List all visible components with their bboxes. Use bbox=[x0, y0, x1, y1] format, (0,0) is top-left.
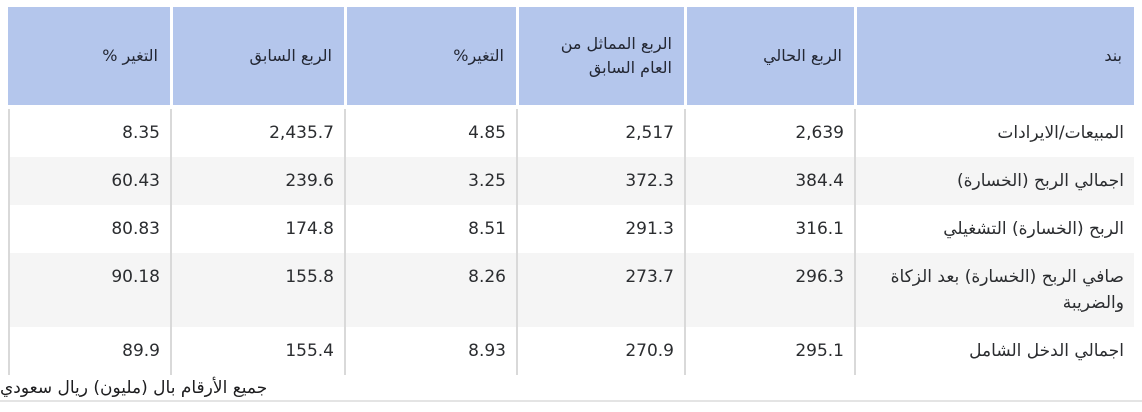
cell-current-quarter: 2,639 bbox=[684, 109, 854, 157]
table-row-operating-profit: الربح (الخسارة) التشغيلي 316.1 291.3 8.5… bbox=[8, 205, 1134, 253]
cell-item: الربح (الخسارة) التشغيلي bbox=[854, 205, 1134, 253]
cell-previous-quarter: 239.6 bbox=[170, 157, 344, 205]
cell-previous-quarter: 2,435.7 bbox=[170, 109, 344, 157]
cell-change-qoq: 8.35 bbox=[8, 109, 170, 157]
cell-previous-quarter: 155.4 bbox=[170, 327, 344, 375]
cell-item: صافي الربح (الخسارة) بعد الزكاة والضريبة bbox=[854, 253, 1134, 327]
cell-change-qoq: 60.43 bbox=[8, 157, 170, 205]
col-header-item: بند bbox=[854, 7, 1134, 109]
cell-item: اجمالي الربح (الخسارة) bbox=[854, 157, 1134, 205]
cell-same-quarter-prev-year: 372.3 bbox=[516, 157, 684, 205]
col-header-previous-quarter: الربع السابق bbox=[170, 7, 344, 109]
cell-change-qoq: 89.9 bbox=[8, 327, 170, 375]
cell-change-yoy: 4.85 bbox=[344, 109, 516, 157]
cell-current-quarter: 316.1 bbox=[684, 205, 854, 253]
header-row: بند الربع الحالي الربع المماثل من العام … bbox=[8, 7, 1134, 109]
table-container: بند الربع الحالي الربع المماثل من العام … bbox=[8, 7, 1134, 375]
col-header-change-qoq: التغير % bbox=[8, 7, 170, 109]
table-row-total-comprehensive-income: اجمالي الدخل الشامل 295.1 270.9 8.93 155… bbox=[8, 327, 1134, 375]
cell-change-yoy: 8.26 bbox=[344, 253, 516, 327]
col-header-same-quarter-prev-year: الربع المماثل من العام السابق bbox=[516, 7, 684, 109]
cell-current-quarter: 296.3 bbox=[684, 253, 854, 327]
table-row-sales-revenues: المبيعات/الايرادات 2,639 2,517 4.85 2,43… bbox=[8, 109, 1134, 157]
cell-previous-quarter: 155.8 bbox=[170, 253, 344, 327]
cell-previous-quarter: 174.8 bbox=[170, 205, 344, 253]
cell-same-quarter-prev-year: 2,517 bbox=[516, 109, 684, 157]
table-row-net-profit-after-zakat-tax: صافي الربح (الخسارة) بعد الزكاة والضريبة… bbox=[8, 253, 1134, 327]
cell-same-quarter-prev-year: 270.9 bbox=[516, 327, 684, 375]
cell-same-quarter-prev-year: 273.7 bbox=[516, 253, 684, 327]
cell-change-yoy: 8.93 bbox=[344, 327, 516, 375]
col-header-change-yoy: التغير% bbox=[344, 7, 516, 109]
cell-same-quarter-prev-year: 291.3 bbox=[516, 205, 684, 253]
col-header-current-quarter: الربع الحالي bbox=[684, 7, 854, 109]
cell-change-yoy: 3.25 bbox=[344, 157, 516, 205]
cell-item: اجمالي الدخل الشامل bbox=[854, 327, 1134, 375]
cell-change-qoq: 90.18 bbox=[8, 253, 170, 327]
cell-current-quarter: 384.4 bbox=[684, 157, 854, 205]
cell-current-quarter: 295.1 bbox=[684, 327, 854, 375]
cell-change-yoy: 8.51 bbox=[344, 205, 516, 253]
cell-change-qoq: 80.83 bbox=[8, 205, 170, 253]
table-row-gross-profit: اجمالي الربح (الخسارة) 384.4 372.3 3.25 … bbox=[8, 157, 1134, 205]
units-footnote: جميع الأرقام بال (مليون) ريال سعودي bbox=[0, 375, 1142, 402]
quarterly-results-table: بند الربع الحالي الربع المماثل من العام … bbox=[8, 7, 1134, 375]
cell-item: المبيعات/الايرادات bbox=[854, 109, 1134, 157]
